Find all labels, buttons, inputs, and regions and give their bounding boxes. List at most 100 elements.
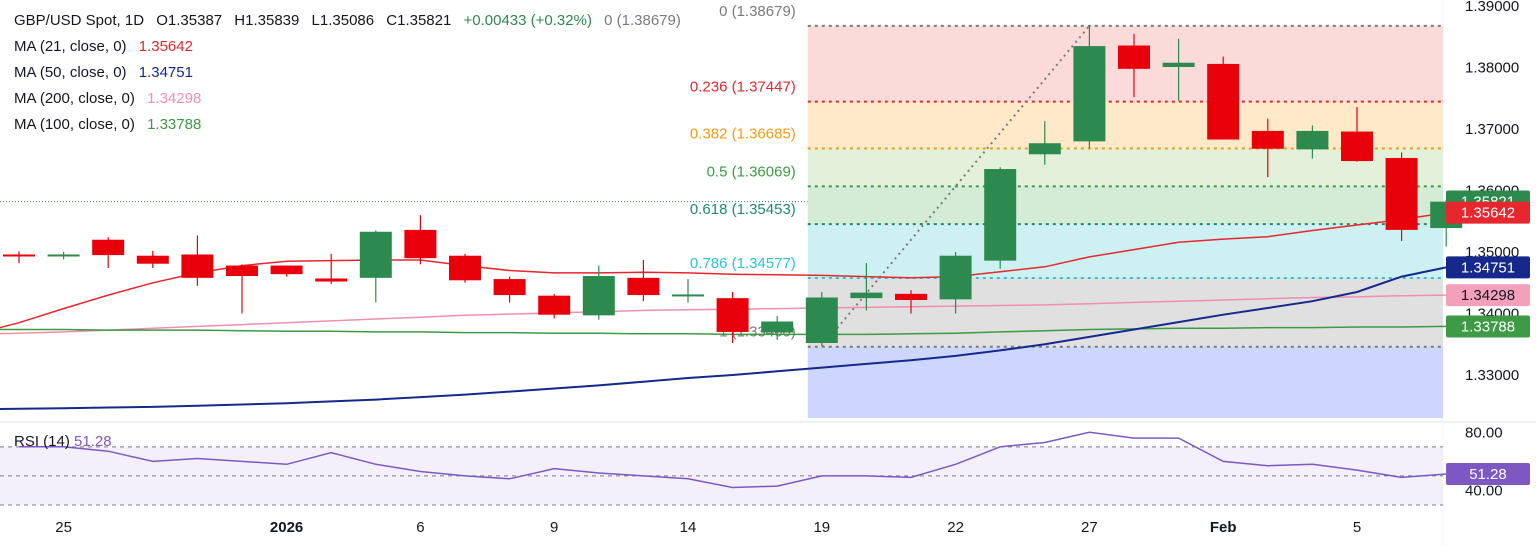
fibonacci-retracement[interactable]: 1 (1.33460)0.786 (1.34577)0.618 (1.35453… (690, 3, 1443, 418)
ma200-value: 1.34298 (147, 90, 202, 107)
fib-label-0: 0 (1.38679) (719, 3, 796, 20)
rsi-value-badge-text: 51.28 (1469, 466, 1507, 483)
low-value: L1.35086 (311, 12, 375, 29)
ma100-label: MA (100, close, 0) (14, 116, 135, 133)
candle-body (984, 169, 1017, 261)
candle-body (270, 265, 303, 275)
time-tick-label: 9 (550, 519, 558, 536)
candle-body (627, 277, 660, 296)
time-tick-label: 5 (1353, 519, 1361, 536)
fib-label-0.786: 0.786 (1.34577) (690, 255, 796, 272)
candle-body (895, 293, 927, 300)
candle-body (1118, 45, 1150, 69)
price-tick-label: 1.33000 (1465, 367, 1519, 384)
price-tick-label: 1.39000 (1465, 0, 1519, 15)
ohlc-header: GBP/USD Spot, 1D O1.35387 H1.35839 L1.35… (14, 8, 681, 34)
ma50-label: MA (50, close, 0) (14, 64, 127, 81)
rsi-legend[interactable]: RSI (14) 51.28 (14, 433, 112, 450)
candle-body (761, 321, 794, 333)
ma200-label: MA (200, close, 0) (14, 90, 135, 107)
close-value: C1.35821 (386, 12, 452, 29)
ma100-value: 1.33788 (147, 116, 202, 133)
rsi-label: RSI (14) (14, 433, 70, 450)
candle-body (1341, 131, 1373, 162)
fib-label-0.618: 0.618 (1.35453) (690, 201, 796, 218)
ma21-legend[interactable]: MA (21, close, 0) 1.35642 (14, 34, 681, 60)
time-tick-label: Feb (1210, 519, 1237, 536)
candle-body (672, 294, 704, 297)
candle-body (1296, 130, 1329, 150)
candle-body (449, 255, 481, 281)
high-value: H1.35839 (234, 12, 300, 29)
fib-trend-line[interactable] (821, 25, 1091, 348)
rsi-tick-label: 40.00 (1465, 482, 1503, 499)
candle-body (1385, 157, 1418, 230)
time-tick-label: 19 (813, 519, 830, 536)
price-tick-label: 1.37000 (1465, 121, 1519, 138)
symbol-title[interactable]: GBP/USD Spot, 1D (14, 12, 145, 29)
fib-zone-0.5 (807, 186, 1443, 225)
price-tick-label: 1.38000 (1465, 60, 1519, 77)
candle-body (181, 254, 214, 278)
candle-body (226, 265, 258, 277)
time-axis[interactable]: 25 2026 6 9 14 19 22 27 Feb 5 (55, 519, 1361, 536)
candle-body (1207, 63, 1240, 140)
ma50-line (0, 266, 1447, 410)
ma21-value: 1.35642 (138, 38, 193, 55)
legend: GBP/USD Spot, 1D O1.35387 H1.35839 L1.35… (14, 8, 681, 138)
candle-body (1028, 143, 1061, 155)
candle-body (493, 279, 526, 296)
price-label-text: 1.34298 (1461, 287, 1515, 304)
candle-body (359, 231, 392, 278)
time-tick-label: 27 (1081, 519, 1098, 536)
rsi-value-badge (1446, 463, 1530, 486)
candle-body (136, 255, 169, 264)
time-tick-label: 14 (680, 519, 697, 536)
extra-value: 0 (1.38679) (604, 12, 681, 29)
moving-averages (0, 211, 1447, 410)
candle-body (850, 292, 883, 299)
candle-body (582, 276, 615, 316)
price-label-badge (1446, 315, 1530, 338)
open-value: O1.35387 (156, 12, 223, 29)
price-axis[interactable]: 1.390001.380001.370001.360001.350001.340… (1446, 0, 1530, 384)
candle-body (315, 278, 348, 282)
price-label-text: 1.35642 (1461, 205, 1515, 222)
ma100-line (0, 325, 1447, 336)
ma200-legend[interactable]: MA (200, close, 0) 1.34298 (14, 86, 681, 112)
ma21-line (0, 211, 1447, 329)
fib-zone-0.236 (807, 101, 1443, 149)
candle-body (716, 298, 749, 332)
ma50-legend[interactable]: MA (50, close, 0) 1.34751 (14, 60, 681, 86)
time-tick-label: 6 (416, 519, 424, 536)
price-label-badge (1446, 256, 1530, 279)
fib-zone-0.382 (807, 148, 1443, 187)
fib-zone-1 (807, 346, 1443, 418)
price-label-text: 1.33788 (1461, 319, 1515, 336)
time-tick-label: 2026 (270, 519, 303, 536)
change-value: +0.00433 (+0.32%) (463, 12, 592, 29)
candle-body (805, 297, 838, 344)
price-label-text: 1.34751 (1461, 259, 1515, 276)
fib-label-0.236: 0.236 (1.37447) (690, 79, 796, 96)
candle-body (1162, 62, 1195, 68)
price-label-badge (1446, 284, 1530, 307)
candle-body (404, 229, 437, 259)
fib-label-0.5: 0.5 (1.36069) (707, 163, 796, 180)
candle-body (92, 239, 125, 256)
candle-body (1073, 46, 1106, 142)
fib-zone-0.786 (807, 278, 1443, 347)
candle-body (47, 254, 80, 257)
ma100-legend[interactable]: MA (100, close, 0) 1.33788 (14, 112, 681, 138)
time-tick-label: 22 (947, 519, 964, 536)
candle-body (3, 254, 35, 257)
rsi-value: 51.28 (74, 433, 112, 450)
rsi-tick-label: 80.00 (1465, 424, 1503, 441)
fib-label-0.382: 0.382 (1.36685) (690, 125, 796, 142)
time-tick-label: 25 (55, 519, 72, 536)
rsi-line (19, 431, 1447, 489)
price-label-badge (1446, 201, 1530, 224)
ma50-value: 1.34751 (138, 64, 193, 81)
